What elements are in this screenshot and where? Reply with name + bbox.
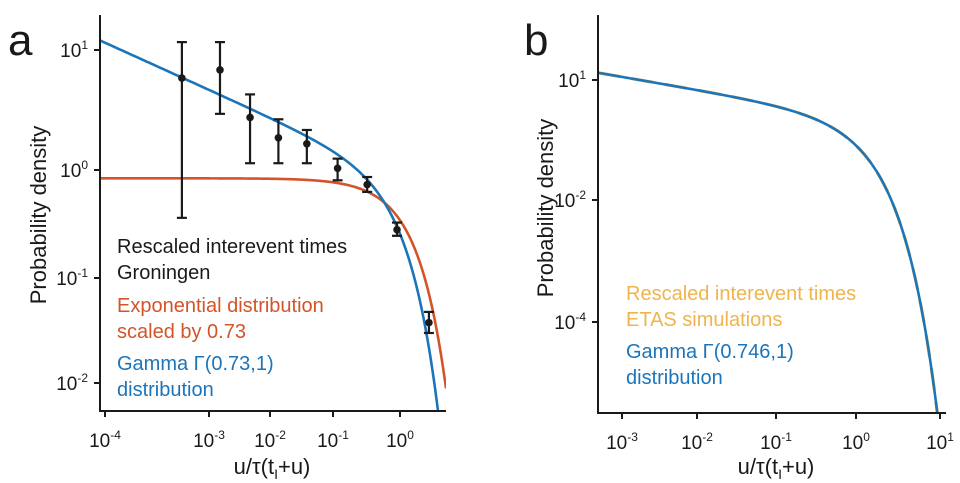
- panel-a-x-tick-label-3: 10-1: [317, 428, 349, 452]
- panel-a-legend-groningen-line2: Groningen: [117, 262, 210, 284]
- panel-b-x-tick-label-0: 10-3: [606, 430, 638, 454]
- panel-a-legend-gamma-line1: Gamma Γ(0.73,1): [117, 353, 274, 375]
- panel-a-letter: a: [8, 16, 33, 65]
- data-point-marker: [216, 66, 224, 74]
- panel-a-x-tick-label-2: 10-2: [254, 428, 286, 452]
- panel-b-x-tick-label-1: 10-2: [681, 430, 713, 454]
- panel-a-legend-groningen-line1: Rescaled interevent times: [117, 236, 347, 258]
- panel-a-data-point-0: [176, 41, 187, 219]
- panel-a-data-point-8: [423, 310, 434, 335]
- panel-b-ticks: 10-3 10-2 10-1 100 101 10-4 10-2 101: [554, 68, 954, 454]
- panel-a-data-point-2: [245, 93, 256, 165]
- panel-a-data-point-6: [362, 175, 373, 193]
- panel-a-data-point-1: [214, 41, 225, 115]
- panel-a-legend-gamma-line2: distribution: [117, 379, 214, 401]
- panel-a-data-points: [176, 41, 434, 335]
- panel-a-legend: Rescaled interevent times Groningen Expo…: [117, 236, 347, 401]
- panel-a-x-axis-label: u/τ(tI+u): [234, 454, 311, 482]
- data-point-marker: [178, 74, 186, 82]
- panel-b-x-tick-label-2: 10-1: [760, 430, 792, 454]
- data-point-marker: [393, 225, 401, 234]
- panel-a-data-point-3: [273, 118, 284, 165]
- panel-a-plot-area: [100, 39, 446, 411]
- panel-a-data-point-4: [301, 128, 312, 165]
- data-point-marker: [274, 133, 283, 142]
- data-point-marker: [246, 113, 254, 122]
- panel-b-x-tick-label-3: 100: [842, 430, 870, 454]
- panel-b: b 10-3 10-2 10-1 100 101 10-4 10-2 101 u/τ(tI+u…: [524, 15, 954, 482]
- panel-b-legend: Rescaled interevent times ETAS simulatio…: [626, 283, 856, 389]
- panel-a-data-point-5: [332, 157, 343, 182]
- data-point-marker: [333, 164, 342, 173]
- panel-b-legend-etas-line2: ETAS simulations: [626, 309, 782, 331]
- panel-a-data-point-7: [392, 221, 403, 237]
- panel-b-legend-etas-line1: Rescaled interevent times: [626, 283, 856, 305]
- panel-a-y-tick-label-2: 100: [60, 158, 88, 182]
- panel-b-legend-gamma-line1: Gamma Γ(0.746,1): [626, 341, 794, 363]
- panel-b-y-tick-label-1: 10-2: [554, 188, 586, 212]
- data-point-marker: [425, 318, 433, 327]
- data-point-marker: [363, 180, 371, 189]
- panel-b-y-tick-label-2: 101: [558, 68, 586, 92]
- panel-a-x-tick-label-0: 10-4: [89, 428, 121, 452]
- panel-b-series-1-curve: [598, 71, 939, 413]
- panel-b-x-tick-label-4: 101: [926, 430, 954, 454]
- panel-b-series-0-curve: [598, 71, 939, 413]
- panel-b-letter: b: [524, 16, 548, 65]
- panel-b-plot-area: [598, 71, 939, 413]
- panel-a-x-tick-label-1: 10-3: [193, 428, 225, 452]
- panel-a-legend-exponential-line2: scaled by 0.73: [117, 321, 246, 343]
- panel-a-y-axis-label: Probability density: [26, 126, 51, 305]
- panel-a-y-tick-label-1: 10-1: [56, 266, 88, 290]
- panel-a-legend-exponential-line1: Exponential distribution: [117, 295, 324, 317]
- panel-a-y-tick-label-3: 101: [60, 38, 88, 62]
- panel-a-y-tick-label-0: 10-2: [56, 371, 88, 395]
- data-point-marker: [303, 139, 311, 148]
- panel-a-series-1-curve: [100, 177, 446, 389]
- panel-a-series-2-curve: [100, 39, 440, 411]
- panel-a-x-tick-label-4: 100: [386, 428, 414, 452]
- panel-a-ticks: 10-4 10-3 10-2 10-1 100 10-2 10-1 100 101: [56, 38, 414, 452]
- panel-b-legend-gamma-line2: distribution: [626, 367, 723, 389]
- panel-b-x-axis-label: u/τ(tI+u): [738, 454, 815, 482]
- panel-b-y-tick-label-0: 10-4: [554, 310, 586, 334]
- panel-a: a 10-4 10-3 10-2 10-1 100 10-2 10-1 100 101 u/τ(…: [8, 15, 446, 482]
- panel-b-y-axis-label: Probability density: [533, 119, 558, 298]
